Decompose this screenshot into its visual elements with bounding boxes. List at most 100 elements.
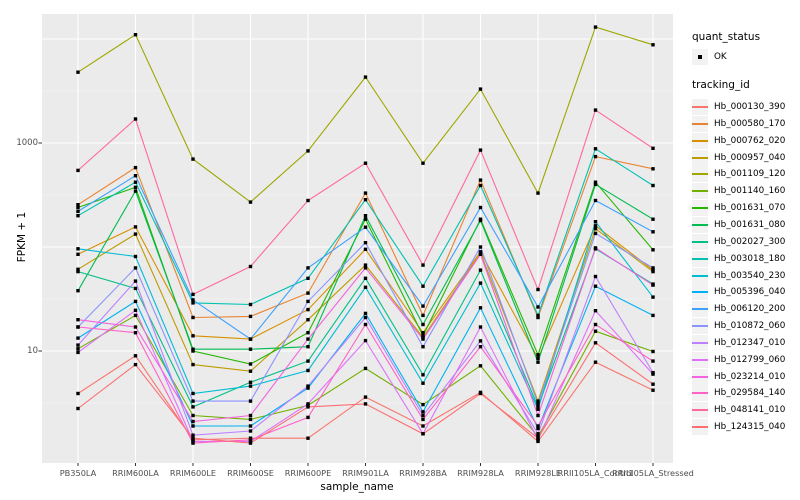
- data-point: [76, 252, 80, 256]
- data-point: [363, 395, 368, 399]
- data-point: [593, 309, 598, 313]
- data-point: [363, 225, 368, 229]
- data-point: [76, 214, 80, 218]
- data-point: [536, 426, 540, 431]
- data-point: [421, 413, 425, 418]
- data-point: [76, 347, 80, 351]
- legend: quant_status OK tracking_id Hb_000130_39…: [688, 0, 800, 500]
- data-point: [651, 283, 655, 287]
- legend-item-Hb_048141_010: Hb_048141_010: [692, 402, 796, 419]
- legend-item-Hb_023214_010: Hb_023214_010: [692, 368, 796, 385]
- data-point: [421, 373, 425, 377]
- data-point: [363, 285, 368, 289]
- legend-item-Hb_012347_010: Hb_012347_010: [692, 334, 796, 351]
- data-point: [191, 349, 195, 353]
- data-point: [363, 198, 368, 202]
- x-tick-label: RRIM600SE: [227, 468, 274, 478]
- data-point: [191, 315, 195, 320]
- legend-key-box: [692, 216, 708, 233]
- data-point: [478, 183, 483, 188]
- data-point: [191, 419, 195, 424]
- legend-item-Hb_010872_060: Hb_010872_060: [692, 318, 796, 335]
- data-point: [363, 217, 368, 221]
- data-point: [478, 281, 483, 285]
- x-tick-label: RRIM928LA: [457, 468, 504, 478]
- legend-line-swatch: [692, 409, 708, 412]
- data-point: [133, 325, 138, 329]
- data-point: [593, 322, 598, 327]
- data-point: [76, 269, 80, 274]
- legend-line-swatch: [692, 291, 708, 294]
- data-point: [248, 347, 253, 351]
- data-point: [593, 227, 598, 231]
- data-point: [536, 413, 540, 418]
- legend-item-label: Hb_001109_120: [714, 169, 786, 180]
- data-point: [651, 167, 655, 171]
- data-point: [478, 306, 483, 310]
- data-point: [421, 345, 425, 349]
- data-point: [133, 279, 138, 283]
- data-point: [651, 248, 655, 252]
- data-point: [191, 399, 195, 403]
- data-point: [478, 87, 483, 91]
- data-point: [421, 432, 425, 436]
- legend-line-swatch: [692, 426, 708, 429]
- data-point: [248, 369, 253, 373]
- data-point: [191, 292, 195, 297]
- data-point: [421, 263, 425, 267]
- data-point: [191, 301, 195, 305]
- data-point: [133, 266, 138, 270]
- data-point: [593, 274, 598, 279]
- data-point: [248, 302, 253, 307]
- legend-item-label: Hb_001631_070: [714, 203, 786, 214]
- legend-line-swatch: [692, 173, 708, 176]
- ok-point-icon: [698, 55, 702, 59]
- data-point: [363, 241, 368, 245]
- data-point: [133, 331, 138, 335]
- legend-line-swatch: [692, 341, 708, 344]
- data-point: [651, 295, 655, 299]
- data-point: [363, 247, 368, 251]
- legend-line-swatch: [692, 325, 708, 328]
- data-point: [248, 384, 253, 388]
- legend-line-swatch: [692, 207, 708, 210]
- data-point: [191, 298, 195, 302]
- data-point: [478, 218, 483, 223]
- legend-line-swatch: [692, 106, 708, 108]
- legend-item-label: Hb_010872_060: [714, 321, 786, 332]
- data-point: [248, 438, 253, 442]
- data-point: [306, 307, 310, 312]
- data-point: [76, 203, 80, 207]
- data-point: [306, 386, 310, 390]
- legend-item-Hb_005396_040: Hb_005396_040: [692, 284, 796, 301]
- data-point: [478, 245, 483, 249]
- data-point: [133, 174, 138, 178]
- data-point: [76, 350, 80, 355]
- x-axis-title: sample_name: [320, 481, 394, 493]
- data-point: [76, 209, 80, 214]
- legend-key-box: [692, 132, 708, 149]
- data-point: [421, 410, 425, 414]
- legend-item-Hb_002027_300: Hb_002027_300: [692, 233, 796, 250]
- legend-line-swatch: [692, 223, 708, 226]
- data-point: [536, 356, 540, 360]
- data-point: [593, 154, 598, 159]
- legend-key-box: [692, 149, 708, 166]
- x-tick-label: RRII105LA_Stressed: [612, 468, 694, 478]
- x-tick-label: RRIM901LA: [342, 468, 389, 478]
- data-point: [191, 413, 195, 418]
- data-point: [133, 33, 138, 37]
- data-point: [306, 384, 310, 388]
- data-point: [363, 315, 368, 320]
- data-point: [363, 263, 368, 267]
- x-tick-label: RRIM600LA: [112, 468, 159, 478]
- data-point: [478, 148, 483, 152]
- legend-item-label: Hb_002027_300: [714, 236, 786, 247]
- data-point: [306, 436, 310, 440]
- legend-key-box: [692, 250, 708, 267]
- data-point: [133, 189, 138, 193]
- legend-item-label: Hb_000580_170: [714, 118, 786, 129]
- data-point: [306, 359, 310, 363]
- legend-item-Hb_000762_020: Hb_000762_020: [692, 132, 796, 149]
- data-point: [248, 380, 253, 384]
